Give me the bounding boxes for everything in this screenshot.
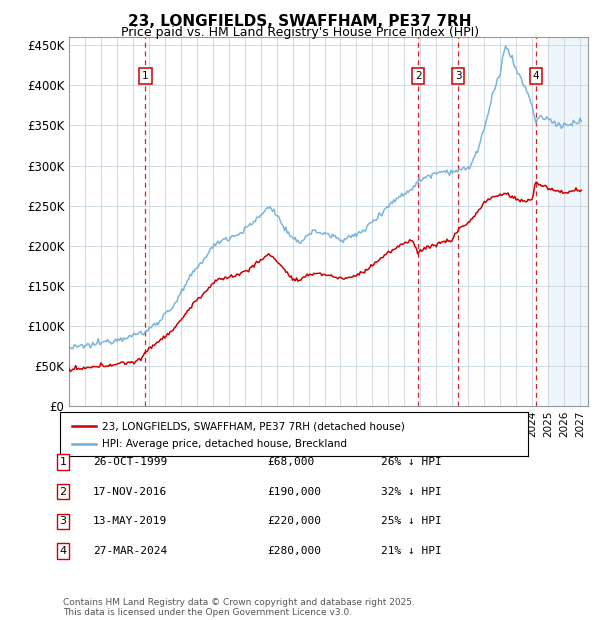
Text: This data is licensed under the Open Government Licence v3.0.: This data is licensed under the Open Gov… (63, 608, 352, 617)
Text: HPI: Average price, detached house, Breckland: HPI: Average price, detached house, Brec… (102, 438, 347, 448)
Text: 26-OCT-1999: 26-OCT-1999 (93, 457, 167, 467)
Text: £68,000: £68,000 (267, 457, 314, 467)
Text: £220,000: £220,000 (267, 516, 321, 526)
Bar (548, 37, 596, 406)
Text: £190,000: £190,000 (267, 487, 321, 497)
Text: 3: 3 (455, 71, 461, 81)
Text: 2: 2 (415, 71, 422, 81)
Text: 25% ↓ HPI: 25% ↓ HPI (381, 516, 442, 526)
Text: 13-MAY-2019: 13-MAY-2019 (93, 516, 167, 526)
Text: £280,000: £280,000 (267, 546, 321, 556)
Text: 32% ↓ HPI: 32% ↓ HPI (381, 487, 442, 497)
Text: Contains HM Land Registry data © Crown copyright and database right 2025.: Contains HM Land Registry data © Crown c… (63, 598, 415, 607)
Text: 27-MAR-2024: 27-MAR-2024 (93, 546, 167, 556)
Text: 3: 3 (59, 516, 67, 526)
Text: Price paid vs. HM Land Registry's House Price Index (HPI): Price paid vs. HM Land Registry's House … (121, 26, 479, 39)
Text: 2: 2 (59, 487, 67, 497)
Text: 4: 4 (59, 546, 67, 556)
Text: 4: 4 (532, 71, 539, 81)
Text: 1: 1 (59, 457, 67, 467)
Text: 1: 1 (142, 71, 149, 81)
Text: 23, LONGFIELDS, SWAFFHAM, PE37 7RH (detached house): 23, LONGFIELDS, SWAFFHAM, PE37 7RH (deta… (102, 421, 405, 431)
Text: 17-NOV-2016: 17-NOV-2016 (93, 487, 167, 497)
Text: 21% ↓ HPI: 21% ↓ HPI (381, 546, 442, 556)
Bar (548, 37, 596, 406)
Text: 23, LONGFIELDS, SWAFFHAM, PE37 7RH: 23, LONGFIELDS, SWAFFHAM, PE37 7RH (128, 14, 472, 29)
Text: 26% ↓ HPI: 26% ↓ HPI (381, 457, 442, 467)
